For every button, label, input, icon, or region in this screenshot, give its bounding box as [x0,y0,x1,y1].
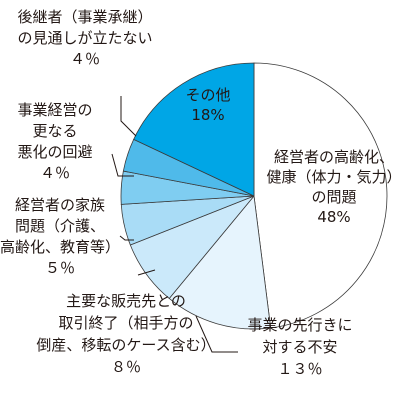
leader-line-4 [111,153,134,177]
slice-labels: 経営者の高齢化、健康（体力・気力） の問題 48% 事業の先行きに対する不安 １３％ 主要… [0,8,400,378]
pie-slices [120,62,388,330]
slice-label-line: 事業の先行きに [247,316,352,334]
slice-label-5: 後継者（事業承継） の見通しが立たない ４％ [17,8,152,68]
slice-label-line: 主要な販売先との [66,292,186,310]
leader-line-5 [120,96,137,137]
slice-label-line: 取引終了（相手方の [58,314,193,332]
slice-label-line: ８％ [111,358,141,376]
slice-label-line: ５％ [45,259,75,277]
slice-label-line: の問題 [311,188,356,206]
leader-lines [111,96,238,353]
slice-label-line: 18% [191,106,224,124]
slice-label-line: ４％ [70,50,100,68]
slice-label-0: 経営者の高齢化、健康（体力・気力） の問題 48% [266,148,400,226]
slice-label-line: 更なる [32,122,77,140]
slice-label-line: ４％ [40,164,70,182]
slice-label-line: 後継者（事業承継） [17,8,152,26]
pie-slice-0 [253,62,388,329]
slice-label-3: 経営者の家族問題（介護、高齢化、教育等） ５％ [0,196,120,277]
slice-label-line: 問題（介護、 [15,217,105,235]
slice-label-line: 倒産、移転のケース含む） [36,336,215,354]
slice-label-line: １３％ [277,360,322,378]
slice-label-line: 悪化の回避 [17,143,92,161]
pie-slice-1 [168,195,272,330]
slice-label-line: 健康（体力・気力） [266,168,400,186]
slice-label-line: その他 [185,86,230,104]
slice-label-6: その他 18% [185,86,230,124]
slice-label-line: の見通しが立たない [17,29,152,47]
leader-line-1 [195,315,238,353]
leader-line-3 [119,235,134,241]
slice-label-line: 経営者の家族 [15,196,105,214]
slice-label-line: 事業経営の [17,101,92,119]
slice-label-line: 対する不安 [262,338,337,356]
slice-label-line: 48% [317,208,350,226]
slice-label-1: 事業の先行きに対する不安 １３％ [247,316,352,378]
slice-label-line: 経営者の高齢化、 [274,148,394,166]
leader-line-2 [137,269,156,276]
slice-label-4: 事業経営の更なる悪化の回避 ４％ [17,101,92,182]
slice-label-2: 主要な販売先との取引終了（相手方の倒産、移転のケース含む） ８％ [36,292,215,376]
pie-slice-6 [133,62,255,197]
slice-label-line: 高齢化、教育等） [0,238,120,256]
